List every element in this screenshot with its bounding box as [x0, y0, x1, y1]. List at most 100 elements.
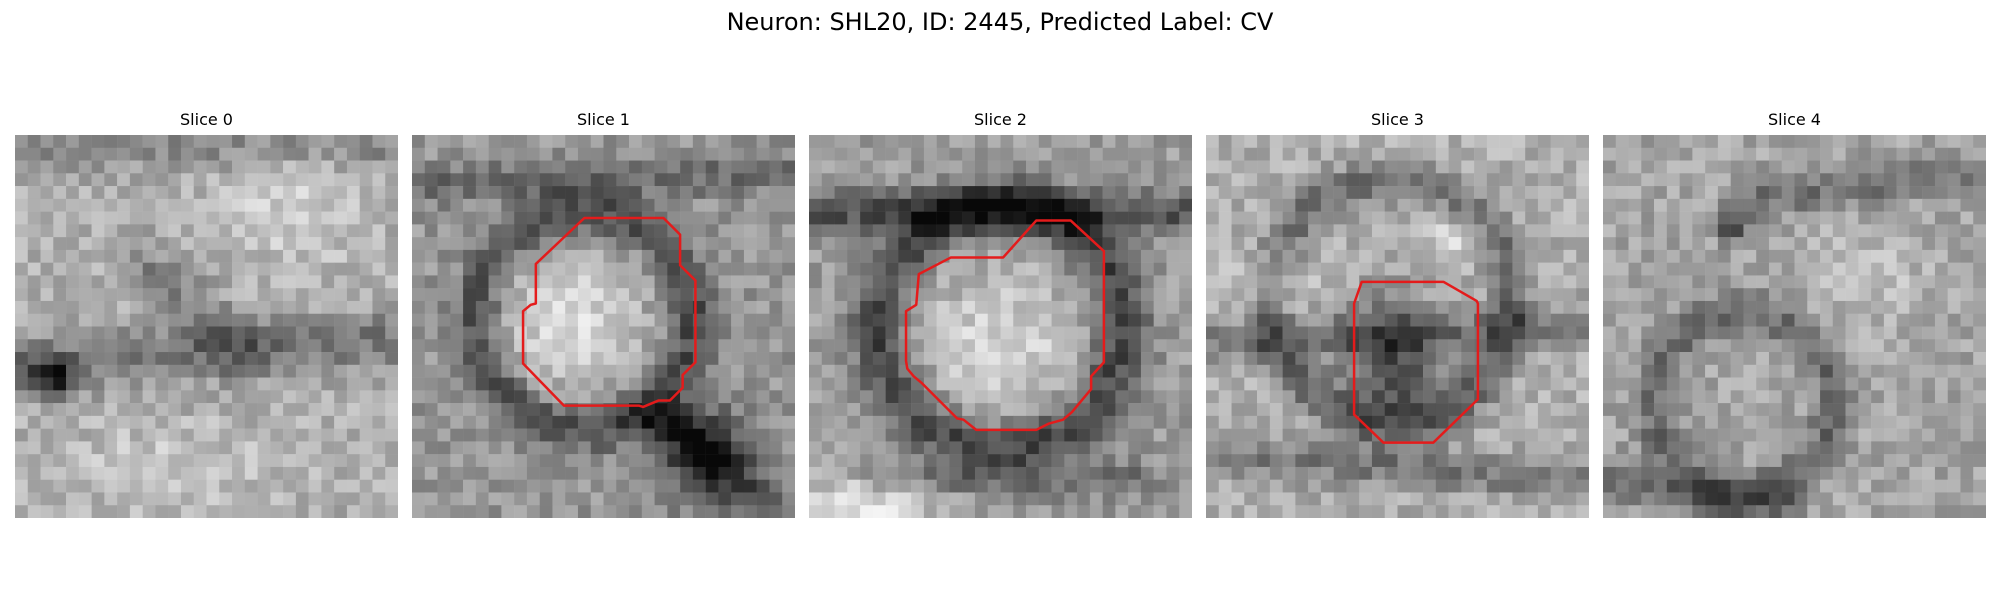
- pixel: [629, 313, 643, 327]
- pixel: [962, 466, 976, 480]
- pixel: [1909, 186, 1923, 200]
- pixel: [809, 198, 823, 212]
- pixel: [565, 249, 579, 263]
- pixel: [539, 466, 553, 480]
- pixel: [1320, 211, 1334, 225]
- pixel: [91, 224, 105, 238]
- pixel: [1973, 300, 1986, 314]
- pixel: [539, 326, 553, 340]
- pixel: [1768, 198, 1782, 212]
- pixel: [1858, 479, 1872, 493]
- pixel: [962, 160, 976, 174]
- pixel: [1973, 326, 1986, 340]
- pixel: [731, 466, 745, 480]
- pixel: [1499, 492, 1513, 506]
- pixel: [769, 339, 783, 353]
- pixel: [1820, 339, 1834, 353]
- pixel: [1102, 275, 1116, 289]
- pixel: [987, 352, 1001, 366]
- pixel: [412, 313, 426, 327]
- pixel: [552, 492, 566, 506]
- pixel: [1244, 390, 1258, 404]
- pixel: [1973, 313, 1986, 327]
- pixel: [193, 275, 207, 289]
- pixel: [1435, 288, 1449, 302]
- pixel: [1807, 237, 1821, 251]
- pixel: [834, 466, 848, 480]
- pixel: [129, 262, 143, 276]
- pixel: [526, 479, 540, 493]
- pixel: [1282, 300, 1296, 314]
- pixel: [1486, 262, 1500, 276]
- pixel: [1140, 275, 1154, 289]
- pixel: [206, 262, 220, 276]
- pixel: [641, 135, 655, 149]
- pixel: [1064, 441, 1078, 455]
- pixel: [834, 454, 848, 468]
- pixel: [936, 300, 950, 314]
- pixel: [437, 339, 451, 353]
- pixel: [667, 173, 681, 187]
- pixel: [718, 390, 732, 404]
- pixel: [1140, 211, 1154, 225]
- pixel: [782, 403, 795, 417]
- pixel: [1896, 147, 1910, 161]
- pixel: [1128, 186, 1142, 200]
- pixel: [616, 505, 630, 518]
- pixel: [565, 288, 579, 302]
- pixel: [1474, 441, 1488, 455]
- pixel: [501, 275, 515, 289]
- pixel: [1781, 403, 1795, 417]
- slice-raster: [15, 135, 398, 518]
- pixel: [1206, 466, 1220, 480]
- pixel: [1231, 428, 1245, 442]
- pixel: [1947, 479, 1961, 493]
- pixel: [1537, 492, 1551, 506]
- pixel: [1026, 262, 1040, 276]
- pixel: [1115, 339, 1129, 353]
- pixel: [1717, 313, 1731, 327]
- pixel: [654, 224, 668, 238]
- pixel: [1576, 147, 1589, 161]
- pixel: [1807, 466, 1821, 480]
- pixel: [359, 198, 373, 212]
- pixel: [155, 160, 169, 174]
- pixel: [308, 275, 322, 289]
- pixel: [1807, 479, 1821, 493]
- pixel: [1909, 390, 1923, 404]
- pixel: [1026, 441, 1040, 455]
- pixel: [27, 147, 41, 161]
- pixel: [1384, 390, 1398, 404]
- pixel: [1563, 224, 1577, 238]
- pixel: [1654, 249, 1668, 263]
- pixel: [1333, 198, 1347, 212]
- pixel: [962, 275, 976, 289]
- pixel: [834, 364, 848, 378]
- pixel: [616, 428, 630, 442]
- pixel: [1435, 173, 1449, 187]
- pixel: [27, 377, 41, 391]
- pixel: [1768, 237, 1782, 251]
- pixel: [1820, 352, 1834, 366]
- pixel: [1257, 249, 1271, 263]
- pixel: [1922, 505, 1936, 518]
- pixel: [834, 377, 848, 391]
- pixel: [705, 339, 719, 353]
- pixel: [1346, 479, 1360, 493]
- pixel: [885, 249, 899, 263]
- pixel: [756, 249, 770, 263]
- pixel: [155, 454, 169, 468]
- pixel: [1934, 492, 1948, 506]
- pixel: [27, 352, 41, 366]
- pixel: [1244, 454, 1258, 468]
- pixel: [1499, 198, 1513, 212]
- pixel: [731, 415, 745, 429]
- pixel: [923, 237, 937, 251]
- pixel: [1615, 147, 1629, 161]
- pixel: [987, 339, 1001, 353]
- pixel: [1499, 339, 1513, 353]
- pixel: [475, 403, 489, 417]
- pixel: [155, 492, 169, 506]
- pixel: [308, 249, 322, 263]
- pixel: [1423, 339, 1437, 353]
